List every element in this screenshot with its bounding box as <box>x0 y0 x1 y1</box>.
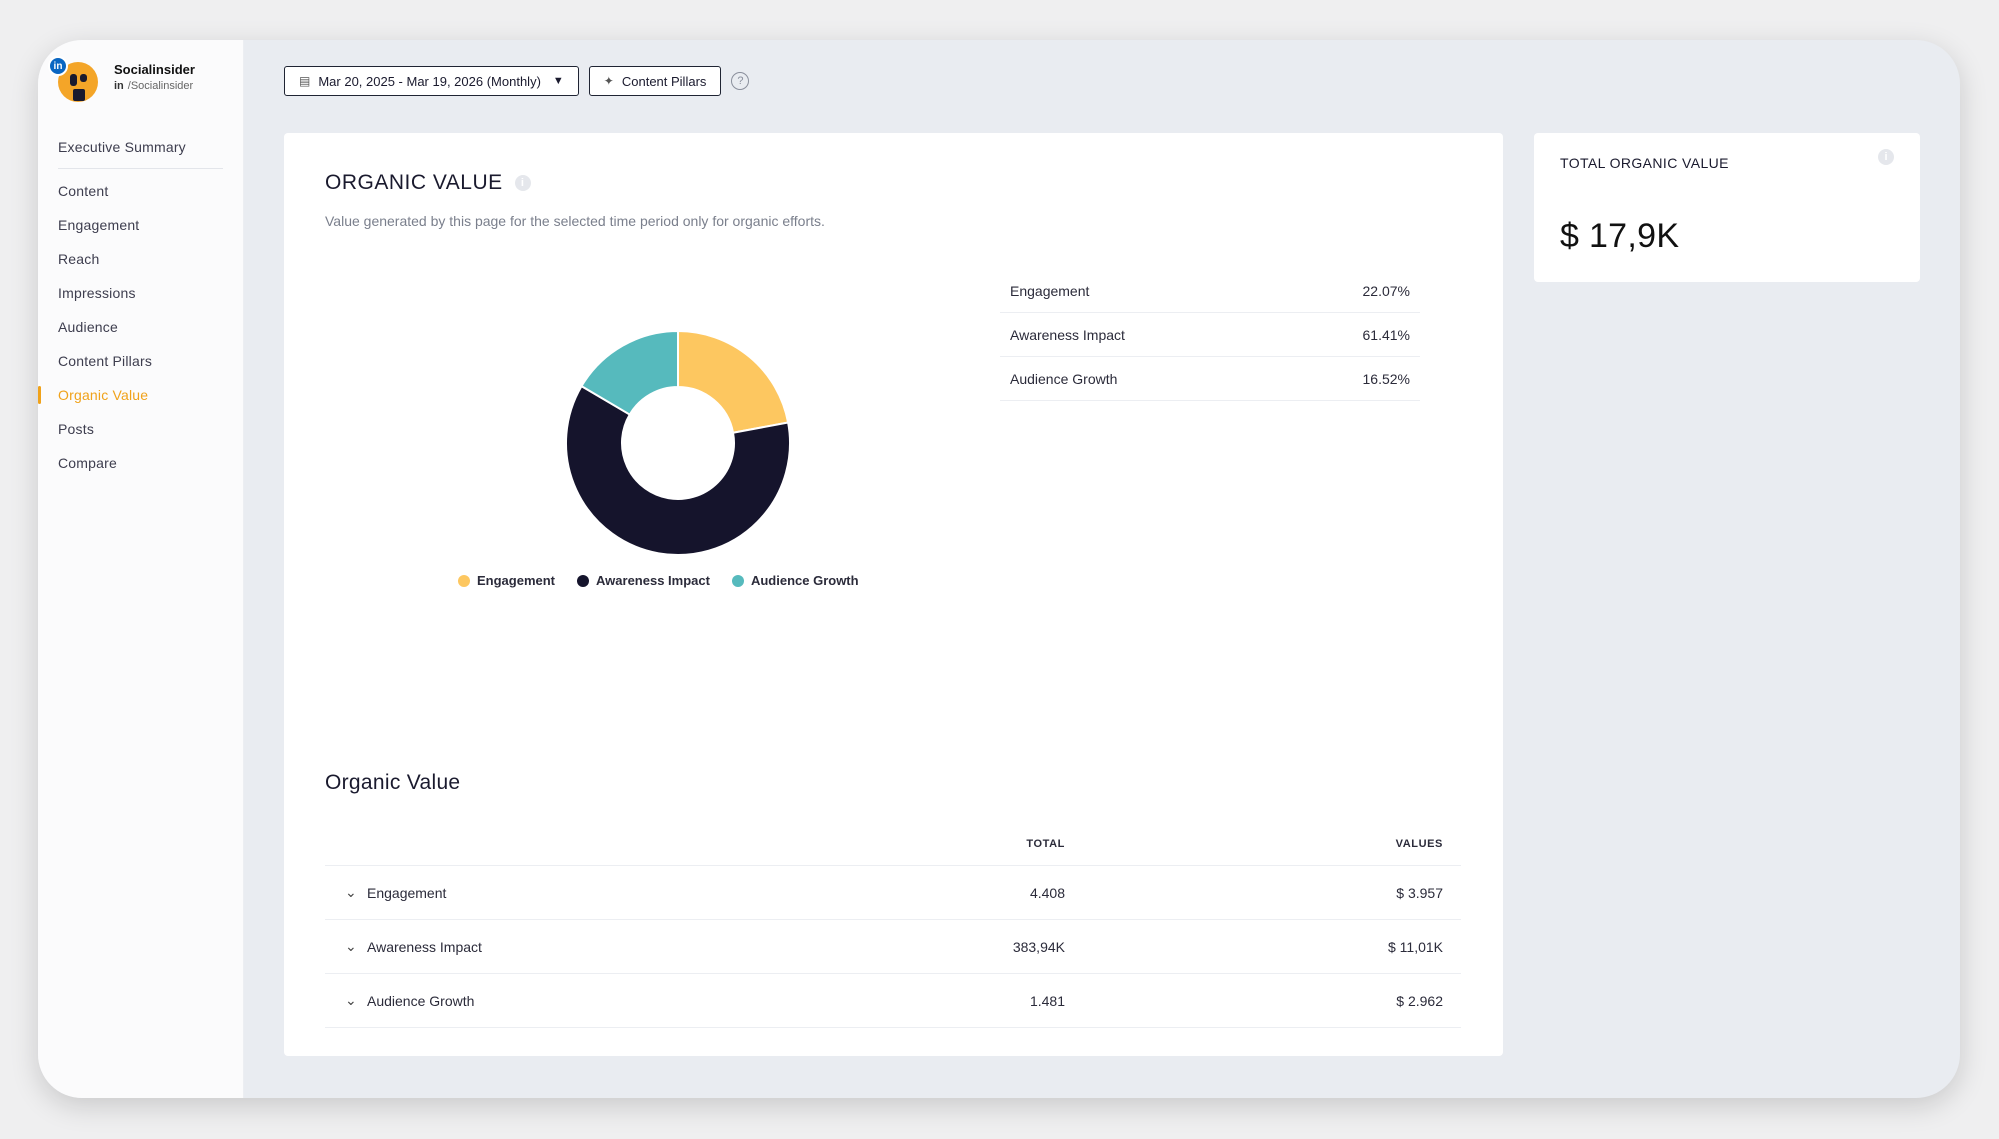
content-pillars-button[interactable]: ✦ Content Pillars <box>588 66 722 96</box>
table-row[interactable]: ⌄ Audience Growth 1.481 $ 2.962 <box>325 974 1461 1028</box>
calendar-icon: ▤ <box>299 74 311 88</box>
legend-swatch <box>577 574 590 587</box>
list-item: Audience Growth 16.52% <box>1000 357 1420 401</box>
sidebar-item-posts[interactable]: Posts <box>58 421 95 437</box>
list-item: Engagement 22.07% <box>1000 269 1420 313</box>
sidebar-item-compare[interactable]: Compare <box>58 455 117 471</box>
sidebar-item-executive-summary[interactable]: Executive Summary <box>58 139 186 155</box>
linkedin-prefix-icon: in <box>114 80 124 92</box>
table-row[interactable]: ⌄ Awareness Impact 383,94K $ 11,01K <box>325 920 1461 974</box>
brand-name: Socialinsider <box>114 62 195 77</box>
donut-chart-svg <box>565 329 791 556</box>
card-subtitle: Value generated by this page for the sel… <box>325 213 825 229</box>
sidebar-nav: Executive Summary Content Engagement Rea… <box>38 130 244 480</box>
column-header-total: TOTAL <box>1026 838 1065 850</box>
sidebar-item-content-pillars[interactable]: Content Pillars <box>58 353 153 369</box>
info-icon[interactable]: i <box>1878 149 1894 165</box>
donut-slice-engagement[interactable] <box>677 329 790 434</box>
legend-item-awareness-impact[interactable]: Awareness Impact <box>577 573 710 588</box>
donut-slice-awareness-impact[interactable] <box>565 384 791 556</box>
legend-swatch <box>731 574 744 587</box>
chevron-down-icon[interactable]: ⌄ <box>345 992 357 1008</box>
table-header: TOTAL VALUES <box>325 823 1461 866</box>
table-row[interactable]: ⌄ Engagement 4.408 $ 3.957 <box>325 866 1461 920</box>
card-title: ORGANIC VALUE i <box>325 171 531 195</box>
linkedin-icon: in <box>48 56 68 76</box>
sparkle-icon: ✦ <box>603 74 614 88</box>
total-organic-value-card: TOTAL ORGANIC VALUE i $ 17,9K <box>1534 133 1920 282</box>
legend-swatch <box>458 574 470 587</box>
organic-value-card: ORGANIC VALUE i Value generated by this p… <box>284 133 1503 1056</box>
total-organic-value: $ 17,9K <box>1560 217 1680 255</box>
brand-handle: in/Socialinsider <box>114 80 194 92</box>
table-title: Organic Value <box>325 771 461 794</box>
sidebar-item-reach[interactable]: Reach <box>58 251 100 267</box>
avatar <box>58 62 98 102</box>
legend-item-engagement[interactable]: Engagement <box>458 573 555 588</box>
list-item: Awareness Impact 61.41% <box>1000 313 1420 357</box>
organic-value-table: TOTAL VALUES ⌄ Engagement 4.408 $ 3.957 ⌄… <box>325 823 1461 1028</box>
donut-chart <box>558 323 798 563</box>
percent-breakdown: Engagement 22.07% Awareness Impact 61.41… <box>1000 269 1420 401</box>
sidebar-item-engagement[interactable]: Engagement <box>58 217 140 233</box>
sidebar-item-impressions[interactable]: Impressions <box>58 285 136 301</box>
chevron-down-icon[interactable]: ⌄ <box>345 884 357 900</box>
date-range-dropdown[interactable]: ▤ Mar 20, 2025 - Mar 19, 2026 (Monthly) … <box>284 66 579 96</box>
column-header-values: VALUES <box>1395 838 1443 850</box>
content-pillars-label: Content Pillars <box>621 73 707 89</box>
info-icon[interactable]: i <box>514 175 531 192</box>
brand-header[interactable]: in Socialinsider in/Socialinsider <box>48 56 238 106</box>
total-card-title: TOTAL ORGANIC VALUE <box>1560 155 1729 171</box>
sidebar-item-organic-value[interactable]: Organic Value <box>38 378 244 412</box>
sidebar-item-content[interactable]: Content <box>58 183 109 199</box>
chart-legend: Engagement Awareness Impact Audience Gro… <box>458 573 859 588</box>
legend-item-audience-growth[interactable]: Audience Growth <box>731 573 859 588</box>
chevron-down-icon[interactable]: ⌄ <box>345 938 357 954</box>
sidebar-item-audience[interactable]: Audience <box>58 319 118 335</box>
sidebar: in Socialinsider in/Socialinsider Execut… <box>38 40 244 1098</box>
date-range-label: Mar 20, 2025 - Mar 19, 2026 (Monthly) <box>318 73 541 89</box>
help-icon[interactable]: ? <box>731 72 750 90</box>
toolbar: ▤ Mar 20, 2025 - Mar 19, 2026 (Monthly) … <box>284 66 750 96</box>
donut-slice-audience-growth[interactable] <box>580 329 679 416</box>
nav-divider <box>58 168 223 169</box>
app-window: in Socialinsider in/Socialinsider Execut… <box>38 40 1960 1098</box>
caret-down-icon: ▼ <box>552 75 564 87</box>
